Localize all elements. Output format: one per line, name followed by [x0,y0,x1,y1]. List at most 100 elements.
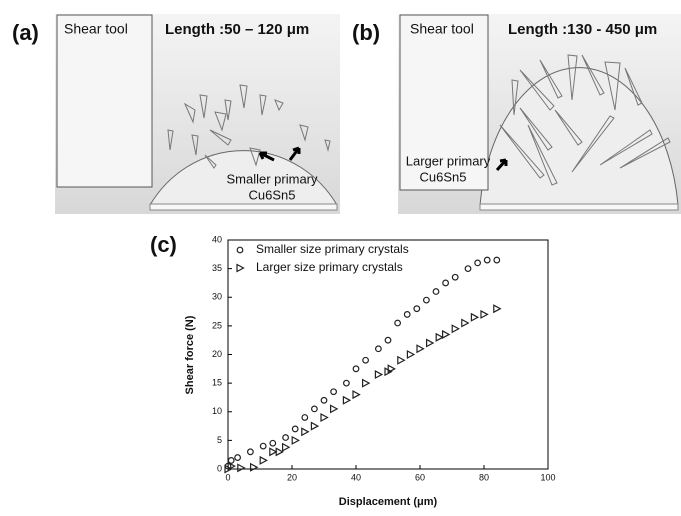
marker [374,370,384,380]
marker [310,421,320,431]
y-tick-label: 15 [212,378,222,388]
legend-label: Larger size primary crystals [256,260,403,274]
marker [413,305,421,313]
marker [291,435,300,445]
marker [397,355,406,365]
x-tick-label: 20 [287,472,297,482]
substrate [479,203,679,211]
marker [275,447,284,457]
y-tick-label: 5 [217,435,222,445]
marker [442,279,450,287]
marker [282,442,291,452]
marker [451,273,459,281]
y-tick-label: 10 [212,406,222,416]
marker [423,296,430,304]
length-label: Length :50 – 120 μm [165,21,309,38]
marker [416,344,425,354]
needles [167,84,331,169]
y-tick-label: 0 [217,463,222,473]
marker [394,319,402,327]
marker [320,396,328,404]
marker [493,304,502,314]
marker [352,390,361,400]
plot-frame [227,239,549,470]
x-axis-title: Displacement (μm) [339,496,438,508]
panel-a: (a) Shear tool Length :50 – 120 μm Small… [12,14,340,214]
note: Larger primary [406,153,491,168]
x-tick-label: 60 [415,472,425,482]
marker [375,345,382,353]
x-tick-label: 100 [540,472,555,482]
marker [227,457,235,464]
shear-tool [399,14,489,191]
tool-label: Shear tool [64,21,128,37]
arrows [258,146,301,162]
marker [451,324,460,334]
marker [493,256,501,264]
marker [426,338,435,348]
x-tick-label: 0 [225,472,230,482]
marker [387,364,396,374]
shear-tool [56,14,153,188]
marker [237,463,246,473]
marker [470,312,480,322]
marker [464,265,472,273]
marker [282,434,290,441]
x-tick-label: 40 [351,472,361,482]
marker [269,439,277,447]
marker [320,412,329,422]
marker [432,288,440,295]
marker [480,309,489,319]
marker [330,388,338,396]
formula: Cu6Sn5 [249,187,296,202]
marker [259,455,268,465]
formula: Cu6Sn5 [420,169,467,184]
legend-label: Smaller size primary crystals [256,242,409,256]
marker [250,462,259,472]
y-tick-label: 25 [212,320,222,330]
marker [384,336,392,344]
marker [246,448,254,456]
marker [474,259,482,267]
arrow [495,158,508,172]
marker [342,395,352,405]
marker [301,427,310,437]
marker [362,356,370,364]
length-label: Length :130 - 450 μm [508,21,657,38]
x-tick-label: 80 [479,472,489,482]
y-tick-label: 20 [212,349,222,359]
marker [311,405,318,413]
substrate [149,203,338,211]
marker [269,447,278,457]
marker [403,311,411,318]
marker [442,329,451,339]
marker [352,365,360,373]
marker [227,461,236,471]
note: Smaller primary [226,171,318,186]
panel-label: (c) [150,232,177,257]
tool-label: Shear tool [410,21,474,37]
legend-marker [236,246,244,254]
y-tick-label: 40 [212,234,222,244]
y-tick-label: 30 [212,292,222,302]
marker [435,332,444,342]
panel-label: (a) [12,20,39,45]
legend-marker [236,263,245,273]
marker [234,454,242,461]
panel-b: (b) Shear tool Length :130 - 450 μm Larg… [352,14,681,214]
marker [406,349,416,360]
marker [259,442,267,450]
panel-label: (b) [352,20,380,45]
marker [330,404,339,414]
y-tick-label: 35 [212,263,222,273]
marker [483,256,491,264]
needles [499,54,671,186]
y-axis-title: Shear force (N) [184,315,196,394]
marker [461,318,470,328]
marker [301,414,309,421]
marker [291,425,299,433]
marker [362,378,371,388]
solder-dome [149,150,338,206]
marker [343,379,350,387]
